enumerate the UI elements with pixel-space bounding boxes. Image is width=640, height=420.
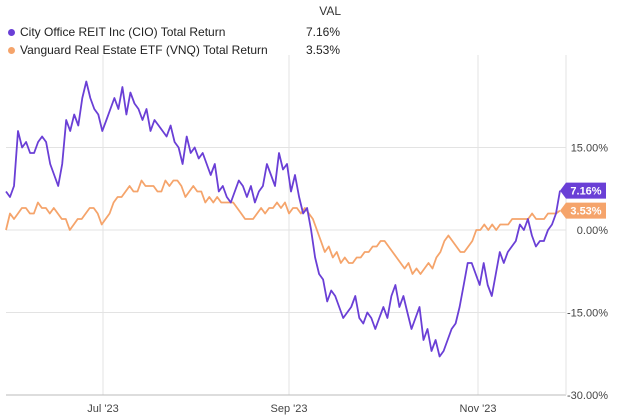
legend-item-vnq[interactable]: Vanguard Real Estate ETF (VNQ) Total Ret… bbox=[6, 42, 346, 60]
series-line-cio bbox=[5, 80, 561, 358]
end-badge-cio bbox=[560, 182, 606, 199]
y-tick-label: -15.00% bbox=[567, 308, 608, 320]
legend-vnq-value: 3.53% bbox=[305, 43, 340, 57]
end-label-cio: 7.16% bbox=[570, 186, 601, 198]
legend-cio-label: City Office REIT Inc (CIO) Total Return bbox=[20, 25, 226, 39]
legend-item-cio[interactable]: City Office REIT Inc (CIO) Total Return … bbox=[6, 24, 346, 42]
y-tick-label: -30.00% bbox=[567, 390, 608, 402]
x-tick-label: Jul '23 bbox=[87, 403, 118, 415]
legend-cio-marker bbox=[8, 29, 15, 36]
x-tick-label: Nov '23 bbox=[460, 403, 497, 415]
x-tick-label: Sep '23 bbox=[271, 403, 308, 415]
y-tick-label: 15.00% bbox=[571, 143, 609, 155]
end-badge-vnq bbox=[560, 202, 606, 219]
legend-vnq-label: Vanguard Real Estate ETF (VNQ) Total Ret… bbox=[20, 43, 268, 57]
end-label-vnq: 3.53% bbox=[570, 206, 601, 218]
legend-value-header: VAL bbox=[319, 4, 341, 18]
y-tick-label: 0.00% bbox=[577, 225, 608, 237]
legend-cio-value: 7.16% bbox=[305, 25, 340, 39]
legend-vnq-marker bbox=[8, 47, 15, 54]
series-line-vnq bbox=[5, 179, 561, 275]
